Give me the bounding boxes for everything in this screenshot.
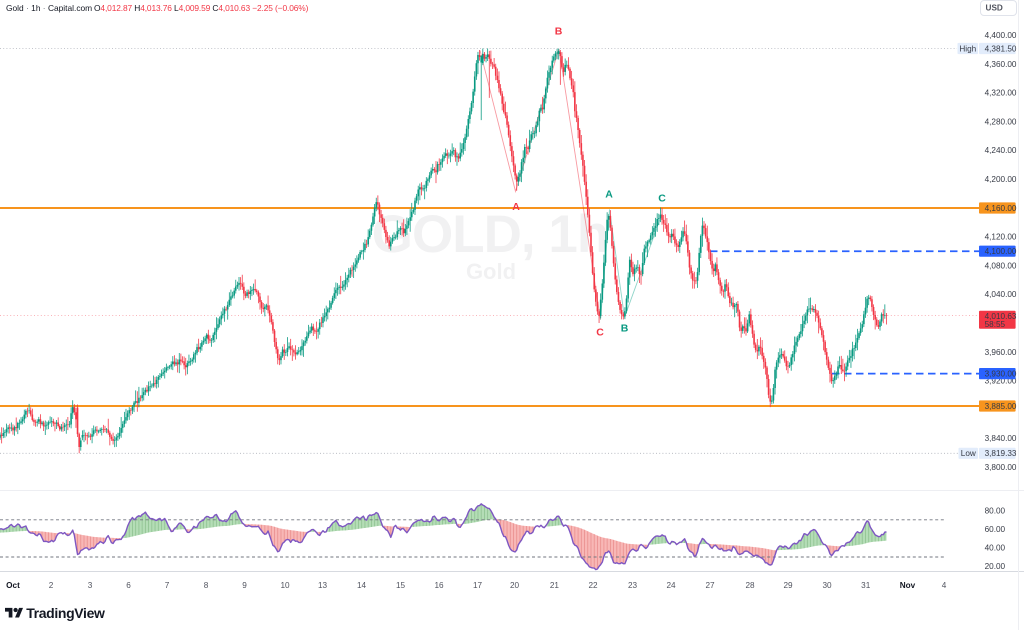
svg-text:Gold · 1h · Capital.com: Gold · 1h · Capital.com xyxy=(6,3,92,13)
svg-text:Gold: Gold xyxy=(466,259,516,284)
svg-text:16: 16 xyxy=(434,581,444,590)
svg-text:3,920.00: 3,920.00 xyxy=(985,377,1017,386)
svg-text:30: 30 xyxy=(822,581,832,590)
svg-text:40.00: 40.00 xyxy=(985,544,1006,553)
svg-text:20: 20 xyxy=(510,581,520,590)
svg-text:O4,012.87 H4,013.76 L4,009.5: O4,012.87 H4,013.76 L4,009.59 C4,010.63 … xyxy=(94,3,309,13)
svg-text:3,800.00: 3,800.00 xyxy=(985,463,1017,472)
svg-text:High: High xyxy=(959,44,976,53)
svg-text:A: A xyxy=(605,189,613,201)
svg-text:3,819.33: 3,819.33 xyxy=(985,449,1017,458)
svg-text:14: 14 xyxy=(357,581,367,590)
svg-text:Nov: Nov xyxy=(900,581,916,590)
svg-text:58:55: 58:55 xyxy=(985,320,1006,329)
svg-text:60.00: 60.00 xyxy=(985,525,1006,534)
svg-text:3,960.00: 3,960.00 xyxy=(985,348,1017,357)
svg-text:22: 22 xyxy=(588,581,598,590)
svg-text:3: 3 xyxy=(88,581,93,590)
svg-text:31: 31 xyxy=(861,581,871,590)
svg-text:20.00: 20.00 xyxy=(985,562,1006,571)
svg-text:9: 9 xyxy=(242,581,247,590)
svg-text:8: 8 xyxy=(204,581,209,590)
svg-text:4,120.00: 4,120.00 xyxy=(985,233,1017,242)
svg-text:C: C xyxy=(658,193,666,205)
svg-text:4,200.00: 4,200.00 xyxy=(985,175,1017,184)
svg-text:21: 21 xyxy=(550,581,560,590)
svg-text:27: 27 xyxy=(705,581,715,590)
svg-text:4,100.00: 4,100.00 xyxy=(985,247,1017,256)
svg-text:3,885.00: 3,885.00 xyxy=(985,402,1017,411)
svg-text:4,240.00: 4,240.00 xyxy=(985,146,1017,155)
svg-text:4,010.63: 4,010.63 xyxy=(985,312,1017,321)
svg-text:7: 7 xyxy=(165,581,170,590)
svg-text:29: 29 xyxy=(783,581,793,590)
svg-text:80.00: 80.00 xyxy=(985,506,1006,515)
svg-text:24: 24 xyxy=(666,581,676,590)
svg-text:Low: Low xyxy=(961,449,976,458)
svg-text:15: 15 xyxy=(396,581,406,590)
svg-text:2: 2 xyxy=(49,581,54,590)
svg-text:4,360.00: 4,360.00 xyxy=(985,60,1017,69)
svg-text:4,381.50: 4,381.50 xyxy=(985,44,1017,53)
svg-text:B: B xyxy=(621,323,629,335)
svg-text:3,840.00: 3,840.00 xyxy=(985,434,1017,443)
svg-text:4,080.00: 4,080.00 xyxy=(985,261,1017,270)
svg-text:17: 17 xyxy=(473,581,483,590)
svg-text:C: C xyxy=(596,327,604,339)
svg-text:B: B xyxy=(555,26,563,38)
svg-text:3,930.00: 3,930.00 xyxy=(985,369,1017,378)
svg-text:4,160.00: 4,160.00 xyxy=(985,204,1017,213)
svg-text:13: 13 xyxy=(318,581,328,590)
svg-text:Oct: Oct xyxy=(6,581,20,590)
svg-text:TradingView: TradingView xyxy=(26,605,105,621)
svg-text:A: A xyxy=(512,201,520,213)
svg-text:6: 6 xyxy=(126,581,131,590)
svg-text:USD: USD xyxy=(986,4,1003,13)
svg-text:23: 23 xyxy=(628,581,638,590)
svg-text:4: 4 xyxy=(942,581,947,590)
svg-text:4,400.00: 4,400.00 xyxy=(985,31,1017,40)
svg-text:10: 10 xyxy=(280,581,290,590)
svg-text:4,280.00: 4,280.00 xyxy=(985,117,1017,126)
svg-text:28: 28 xyxy=(745,581,755,590)
svg-text:4,320.00: 4,320.00 xyxy=(985,89,1017,98)
svg-text:4,040.00: 4,040.00 xyxy=(985,290,1017,299)
